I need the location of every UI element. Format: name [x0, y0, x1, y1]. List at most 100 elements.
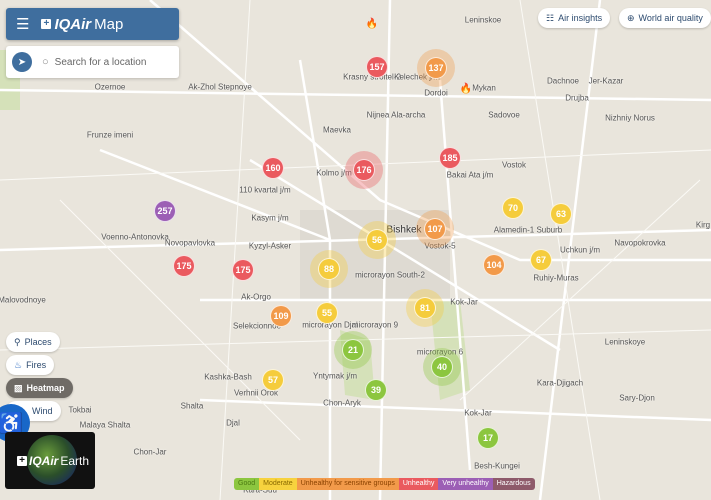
navigation-arrow-icon[interactable]: ➤: [12, 52, 32, 72]
aqi-marker[interactable]: 175: [173, 255, 195, 277]
place-label: microrayon 9: [351, 320, 399, 330]
place-label: microrayon South-2: [355, 270, 425, 280]
hamburger-icon[interactable]: ☰: [16, 16, 30, 33]
plus-icon: +: [41, 19, 52, 29]
iqair-map-logo[interactable]: + IQAir Map: [41, 16, 123, 33]
plus-icon: +: [17, 456, 27, 466]
place-label: Kok-Jar: [450, 297, 478, 307]
place-label: Sadovoe: [488, 110, 520, 120]
aqi-marker[interactable]: 88: [318, 258, 340, 280]
place-label: Kolmo j/m: [316, 168, 352, 178]
place-label: Kirg: [695, 220, 711, 230]
aqi-marker[interactable]: 137: [425, 57, 447, 79]
place-label: Nijnea Ala-archa: [366, 110, 426, 120]
place-label: Kok-Jar: [464, 408, 492, 418]
heatmap-toggle[interactable]: ▨ Heatmap: [6, 378, 73, 398]
place-label: Kasym j/m: [251, 213, 289, 223]
aqi-marker[interactable]: 21: [342, 339, 364, 361]
search-icon: ○: [42, 56, 49, 68]
place-label: Leninskoe: [464, 15, 502, 25]
place-label: Jer-Kazar: [588, 76, 624, 86]
aqi-marker[interactable]: 63: [550, 203, 572, 225]
globe-icon: ⊕: [627, 12, 635, 23]
fires-toggle[interactable]: ♨ Fires: [6, 355, 55, 375]
aqi-marker[interactable]: 185: [439, 147, 461, 169]
places-toggle[interactable]: ⚲ Places: [6, 332, 60, 352]
air-insights-button[interactable]: ☷ Air insights: [538, 8, 611, 28]
place-label: microrayon 6: [416, 347, 464, 357]
iqair-earth-promo[interactable]: + IQAir Earth: [5, 432, 95, 489]
place-label: Ak-Zhol Stepnoye: [188, 82, 252, 92]
fire-icon[interactable]: 🔥: [459, 83, 473, 95]
legend-item: Very unhealthy: [438, 478, 493, 490]
aqi-marker[interactable]: 39: [365, 379, 387, 401]
place-label: Sary-Djon: [619, 393, 655, 403]
place-label: Nizhniy Norus: [605, 113, 655, 123]
aqi-legend: Good Moderate Unhealthy for sensitive grou…: [234, 478, 535, 490]
world-air-quality-button[interactable]: ⊕ World air quality: [619, 8, 711, 28]
aqi-marker[interactable]: 176: [353, 159, 375, 181]
place-label: Kyzyl-Asker: [248, 241, 292, 251]
place-label: Maevka: [322, 125, 352, 135]
place-label: Novopavlovka: [164, 238, 216, 248]
aqi-marker[interactable]: 81: [414, 297, 436, 319]
aqi-marker[interactable]: 157: [366, 56, 388, 78]
pin-icon: ⚲: [14, 336, 21, 347]
place-label: Verhnii Orok: [233, 388, 279, 398]
place-label: Ruhiy-Muras: [533, 273, 579, 283]
legend-item: Moderate: [259, 478, 297, 490]
aqi-marker[interactable]: 107: [424, 218, 446, 240]
place-label: Kelechek j/m: [394, 72, 440, 82]
aqi-marker[interactable]: 104: [483, 254, 505, 276]
place-label: Dachnoe: [546, 76, 580, 86]
aqi-marker[interactable]: 109: [270, 305, 292, 327]
place-label: microrayon Djal: [302, 320, 358, 330]
place-label: Selekcionnoe: [232, 321, 282, 331]
aqi-marker[interactable]: 57: [262, 369, 284, 391]
place-label: 110 kvartal j/m: [239, 185, 291, 195]
legend-item: Unhealthy: [398, 478, 439, 490]
place-label: Drujba: [565, 93, 589, 103]
place-label: Mykan: [472, 83, 496, 93]
place-label: Uchkun j/m: [559, 245, 601, 255]
place-label: Ozernoe: [94, 82, 126, 92]
place-label: Vostok: [501, 160, 527, 170]
place-label: Bakai Ata j/m: [446, 170, 494, 180]
aqi-marker[interactable]: 40: [431, 356, 453, 378]
place-label: Alamedin-1 Suburb: [493, 225, 563, 235]
aqi-marker[interactable]: 257: [154, 200, 176, 222]
fire-icon[interactable]: 🔥: [365, 18, 379, 30]
legend-item: Good: [234, 478, 260, 490]
aqi-marker[interactable]: 160: [262, 157, 284, 179]
place-label: Kara-Djigach: [536, 378, 584, 388]
place-label: Malaya Shalta: [79, 420, 131, 430]
place-label: Navopokrovka: [614, 238, 666, 248]
place-label: Ak-Orgo: [241, 292, 271, 302]
flame-icon: ♨: [14, 359, 23, 370]
place-label: Djal: [226, 418, 240, 428]
place-label: Chon-Aryk: [323, 398, 361, 408]
place-label: Tokbai: [68, 405, 92, 415]
aqi-marker[interactable]: 56: [366, 229, 388, 251]
place-label: Vostok-5: [424, 241, 456, 251]
aqi-marker[interactable]: 70: [502, 197, 524, 219]
list-icon: ☷: [546, 12, 555, 23]
place-label: Malovodnoye: [0, 295, 46, 305]
place-label: Leninskoye: [604, 337, 646, 347]
place-label: Dordoi: [424, 88, 448, 98]
place-label: Yntymak j/m: [312, 371, 358, 381]
place-label: Bishkek: [386, 224, 422, 236]
search-bar[interactable]: ➤ ○ Search for a location: [6, 46, 179, 78]
legend-item: Hazardous: [492, 478, 535, 490]
search-input[interactable]: Search for a location: [54, 56, 147, 68]
aqi-marker[interactable]: 175: [232, 259, 254, 281]
globe-image: [27, 435, 77, 485]
place-label: Besh-Kungei: [474, 461, 520, 471]
place-label: Chon-Jar: [133, 447, 167, 457]
aqi-marker[interactable]: 17: [477, 427, 499, 449]
aqi-marker[interactable]: 67: [530, 249, 552, 271]
aqi-marker[interactable]: 55: [316, 302, 338, 324]
place-label: Frunze imeni: [86, 130, 134, 140]
